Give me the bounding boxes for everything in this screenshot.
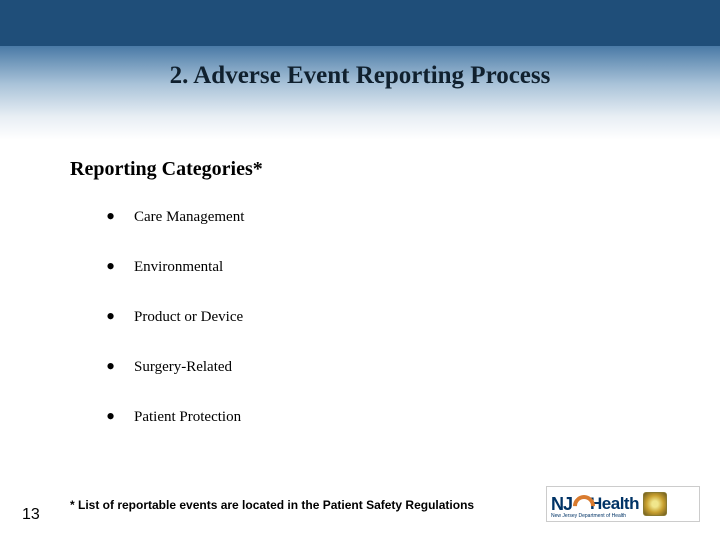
subheading: Reporting Categories*: [70, 158, 680, 181]
bullet-list: Care Management Environmental Product or…: [70, 209, 680, 426]
list-item: Surgery-Related: [134, 359, 680, 376]
slide-title: 2. Adverse Event Reporting Process: [170, 62, 551, 90]
content-area: Reporting Categories* Care Management En…: [70, 158, 680, 459]
nj-health-logo: NJ Health New Jersey Department of Healt…: [546, 486, 700, 522]
title-band: 2. Adverse Event Reporting Process: [0, 46, 720, 140]
logo-swoosh-icon: [573, 493, 589, 515]
list-item: Care Management: [134, 209, 680, 226]
logo-seal-icon: [643, 492, 667, 516]
list-item: Product or Device: [134, 309, 680, 326]
list-item: Environmental: [134, 259, 680, 276]
page-number: 13: [22, 506, 40, 524]
logo-nj-text: NJ: [547, 494, 572, 515]
logo-subtext: New Jersey Department of Health: [551, 513, 626, 519]
list-item: Patient Protection: [134, 409, 680, 426]
footnote: * List of reportable events are located …: [70, 498, 474, 512]
logo-health-text: Health: [590, 494, 639, 514]
header-band: [0, 0, 720, 46]
